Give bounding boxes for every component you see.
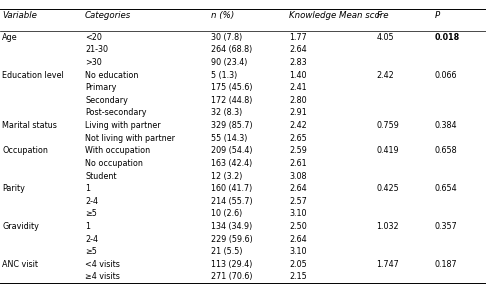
Text: 0.384: 0.384 xyxy=(435,121,457,130)
Text: 32 (8.3): 32 (8.3) xyxy=(211,109,243,117)
Text: ≥5: ≥5 xyxy=(85,209,97,218)
Text: 2.15: 2.15 xyxy=(289,272,307,281)
Text: 55 (14.3): 55 (14.3) xyxy=(211,134,248,143)
Text: 2.65: 2.65 xyxy=(289,134,307,143)
Text: Post-secondary: Post-secondary xyxy=(85,109,147,117)
Text: 2.41: 2.41 xyxy=(289,83,307,92)
Text: With occupation: With occupation xyxy=(85,146,150,155)
Text: ≥5: ≥5 xyxy=(85,247,97,256)
Text: Student: Student xyxy=(85,171,117,181)
Text: 1: 1 xyxy=(85,184,90,193)
Text: Categories: Categories xyxy=(85,11,131,20)
Text: 1.77: 1.77 xyxy=(289,33,307,42)
Text: 30 (7.8): 30 (7.8) xyxy=(211,33,243,42)
Text: Age: Age xyxy=(2,33,18,42)
Text: Knowledge Mean score: Knowledge Mean score xyxy=(289,11,389,20)
Text: 10 (2.6): 10 (2.6) xyxy=(211,209,243,218)
Text: 172 (44.8): 172 (44.8) xyxy=(211,96,253,105)
Text: 229 (59.6): 229 (59.6) xyxy=(211,235,253,244)
Text: 12 (3.2): 12 (3.2) xyxy=(211,171,243,181)
Text: 0.654: 0.654 xyxy=(435,184,458,193)
Text: 2.83: 2.83 xyxy=(289,58,307,67)
Text: 1: 1 xyxy=(85,222,90,231)
Text: 0.187: 0.187 xyxy=(435,260,458,269)
Text: 90 (23.4): 90 (23.4) xyxy=(211,58,248,67)
Text: Parity: Parity xyxy=(2,184,25,193)
Text: 0.759: 0.759 xyxy=(377,121,399,130)
Text: 175 (45.6): 175 (45.6) xyxy=(211,83,253,92)
Text: 2.61: 2.61 xyxy=(289,159,307,168)
Text: 271 (70.6): 271 (70.6) xyxy=(211,272,253,281)
Text: 21 (5.5): 21 (5.5) xyxy=(211,247,243,256)
Text: 2.64: 2.64 xyxy=(289,184,307,193)
Text: 0.357: 0.357 xyxy=(435,222,458,231)
Text: 2.42: 2.42 xyxy=(289,121,307,130)
Text: 209 (54.4): 209 (54.4) xyxy=(211,146,253,155)
Text: No education: No education xyxy=(85,71,139,80)
Text: F: F xyxy=(377,11,382,20)
Text: 2-4: 2-4 xyxy=(85,197,98,206)
Text: 329 (85.7): 329 (85.7) xyxy=(211,121,253,130)
Text: 2.50: 2.50 xyxy=(289,222,307,231)
Text: 1.40: 1.40 xyxy=(289,71,307,80)
Text: 21-30: 21-30 xyxy=(85,45,108,54)
Text: 0.018: 0.018 xyxy=(435,33,460,42)
Text: ≥4 visits: ≥4 visits xyxy=(85,272,120,281)
Text: 2.80: 2.80 xyxy=(289,96,307,105)
Text: Variable: Variable xyxy=(2,11,37,20)
Text: 2.64: 2.64 xyxy=(289,45,307,54)
Text: 163 (42.4): 163 (42.4) xyxy=(211,159,253,168)
Text: 264 (68.8): 264 (68.8) xyxy=(211,45,253,54)
Text: 2.05: 2.05 xyxy=(289,260,307,269)
Text: 2.42: 2.42 xyxy=(377,71,395,80)
Text: Primary: Primary xyxy=(85,83,117,92)
Text: 134 (34.9): 134 (34.9) xyxy=(211,222,253,231)
Text: Education level: Education level xyxy=(2,71,64,80)
Text: Occupation: Occupation xyxy=(2,146,48,155)
Text: 3.08: 3.08 xyxy=(289,171,307,181)
Text: 160 (41.7): 160 (41.7) xyxy=(211,184,253,193)
Text: 5 (1.3): 5 (1.3) xyxy=(211,71,238,80)
Text: 2-4: 2-4 xyxy=(85,235,98,244)
Text: 0.425: 0.425 xyxy=(377,184,399,193)
Text: 4.05: 4.05 xyxy=(377,33,394,42)
Text: 1.032: 1.032 xyxy=(377,222,399,231)
Text: No occupation: No occupation xyxy=(85,159,143,168)
Text: <20: <20 xyxy=(85,33,102,42)
Text: 0.066: 0.066 xyxy=(435,71,457,80)
Text: 2.91: 2.91 xyxy=(289,109,307,117)
Text: 1.747: 1.747 xyxy=(377,260,399,269)
Text: Secondary: Secondary xyxy=(85,96,128,105)
Text: 0.419: 0.419 xyxy=(377,146,399,155)
Text: 214 (55.7): 214 (55.7) xyxy=(211,197,253,206)
Text: 0.658: 0.658 xyxy=(435,146,458,155)
Text: 113 (29.4): 113 (29.4) xyxy=(211,260,253,269)
Text: 3.10: 3.10 xyxy=(289,247,307,256)
Text: n (%): n (%) xyxy=(211,11,235,20)
Text: Gravidity: Gravidity xyxy=(2,222,39,231)
Text: 2.57: 2.57 xyxy=(289,197,307,206)
Text: <4 visits: <4 visits xyxy=(85,260,120,269)
Text: 2.59: 2.59 xyxy=(289,146,307,155)
Text: 3.10: 3.10 xyxy=(289,209,307,218)
Text: ANC visit: ANC visit xyxy=(2,260,38,269)
Text: Not living with partner: Not living with partner xyxy=(85,134,175,143)
Text: P: P xyxy=(435,11,440,20)
Text: Living with partner: Living with partner xyxy=(85,121,161,130)
Text: 2.64: 2.64 xyxy=(289,235,307,244)
Text: >30: >30 xyxy=(85,58,102,67)
Text: Marital status: Marital status xyxy=(2,121,57,130)
